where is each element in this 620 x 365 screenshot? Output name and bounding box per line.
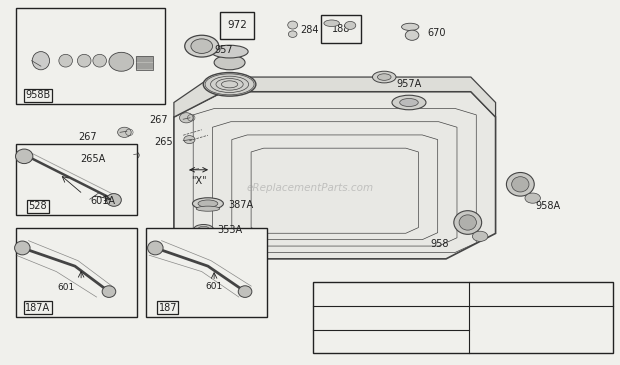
Text: 1.5 Quart (X=11/16"): 1.5 Quart (X=11/16") <box>350 336 432 345</box>
Ellipse shape <box>211 45 248 58</box>
Text: 188: 188 <box>332 24 350 34</box>
Ellipse shape <box>324 20 339 27</box>
Bar <box>146 228 267 317</box>
Ellipse shape <box>148 241 163 255</box>
Ellipse shape <box>184 135 195 143</box>
Ellipse shape <box>288 31 297 38</box>
Text: 601A: 601A <box>91 196 115 206</box>
Text: 957A: 957A <box>397 79 422 89</box>
Text: 670: 670 <box>428 28 446 38</box>
Ellipse shape <box>238 286 252 297</box>
Text: 1 Quart (X=5/16"): 1 Quart (X=5/16") <box>356 310 426 319</box>
Text: 284: 284 <box>301 25 319 35</box>
Ellipse shape <box>525 193 541 203</box>
Ellipse shape <box>198 226 209 232</box>
Ellipse shape <box>185 35 219 57</box>
Ellipse shape <box>459 215 476 230</box>
Ellipse shape <box>288 21 298 29</box>
Ellipse shape <box>203 73 256 96</box>
Text: 601: 601 <box>205 282 223 291</box>
Text: 187: 187 <box>159 303 177 313</box>
Ellipse shape <box>107 193 122 206</box>
Ellipse shape <box>179 113 193 123</box>
Ellipse shape <box>78 54 91 67</box>
Ellipse shape <box>128 151 140 159</box>
Ellipse shape <box>191 39 213 53</box>
Ellipse shape <box>454 211 482 234</box>
Text: 267: 267 <box>149 115 168 125</box>
Bar <box>136 56 153 70</box>
Bar <box>16 144 137 215</box>
Ellipse shape <box>59 54 73 67</box>
Ellipse shape <box>193 224 213 234</box>
Text: 972: 972 <box>227 20 247 30</box>
Ellipse shape <box>16 149 33 164</box>
Text: 353A: 353A <box>217 225 242 235</box>
Bar <box>16 8 165 104</box>
Ellipse shape <box>214 55 245 70</box>
Text: 187A: 187A <box>25 303 50 313</box>
Ellipse shape <box>472 231 488 241</box>
Ellipse shape <box>345 22 356 30</box>
Text: TANK SIZE: TANK SIZE <box>365 290 417 299</box>
Ellipse shape <box>196 206 219 211</box>
Ellipse shape <box>392 95 426 110</box>
Ellipse shape <box>512 177 529 192</box>
Ellipse shape <box>118 127 131 137</box>
Bar <box>321 15 361 42</box>
Ellipse shape <box>373 71 396 83</box>
Ellipse shape <box>15 241 30 255</box>
Ellipse shape <box>507 173 534 196</box>
Text: 958: 958 <box>431 239 449 249</box>
Text: 958B: 958B <box>25 90 50 100</box>
Bar <box>220 12 254 39</box>
Polygon shape <box>174 92 495 259</box>
Text: 267: 267 <box>78 132 97 142</box>
Ellipse shape <box>198 200 218 207</box>
Text: "X": "X" <box>191 176 206 186</box>
Ellipse shape <box>93 54 107 67</box>
Ellipse shape <box>402 23 419 31</box>
Ellipse shape <box>400 99 419 107</box>
Ellipse shape <box>378 74 391 80</box>
Text: 601: 601 <box>57 284 74 292</box>
Ellipse shape <box>102 286 116 297</box>
Ellipse shape <box>109 52 134 71</box>
Text: 265: 265 <box>154 137 172 147</box>
Text: 958A: 958A <box>536 201 561 211</box>
Text: eReplacementParts.com: eReplacementParts.com <box>246 183 374 193</box>
Text: 387A: 387A <box>228 200 254 210</box>
Ellipse shape <box>32 51 50 70</box>
Ellipse shape <box>405 30 419 40</box>
Bar <box>313 283 613 353</box>
Text: 957: 957 <box>214 45 232 55</box>
Ellipse shape <box>192 198 223 210</box>
Text: 528: 528 <box>29 201 47 211</box>
Text: 265A: 265A <box>81 154 106 164</box>
Text: SEE REF. 972: SEE REF. 972 <box>496 322 587 335</box>
Bar <box>16 228 137 317</box>
Polygon shape <box>174 77 495 117</box>
Text: COLORS: COLORS <box>521 290 562 299</box>
